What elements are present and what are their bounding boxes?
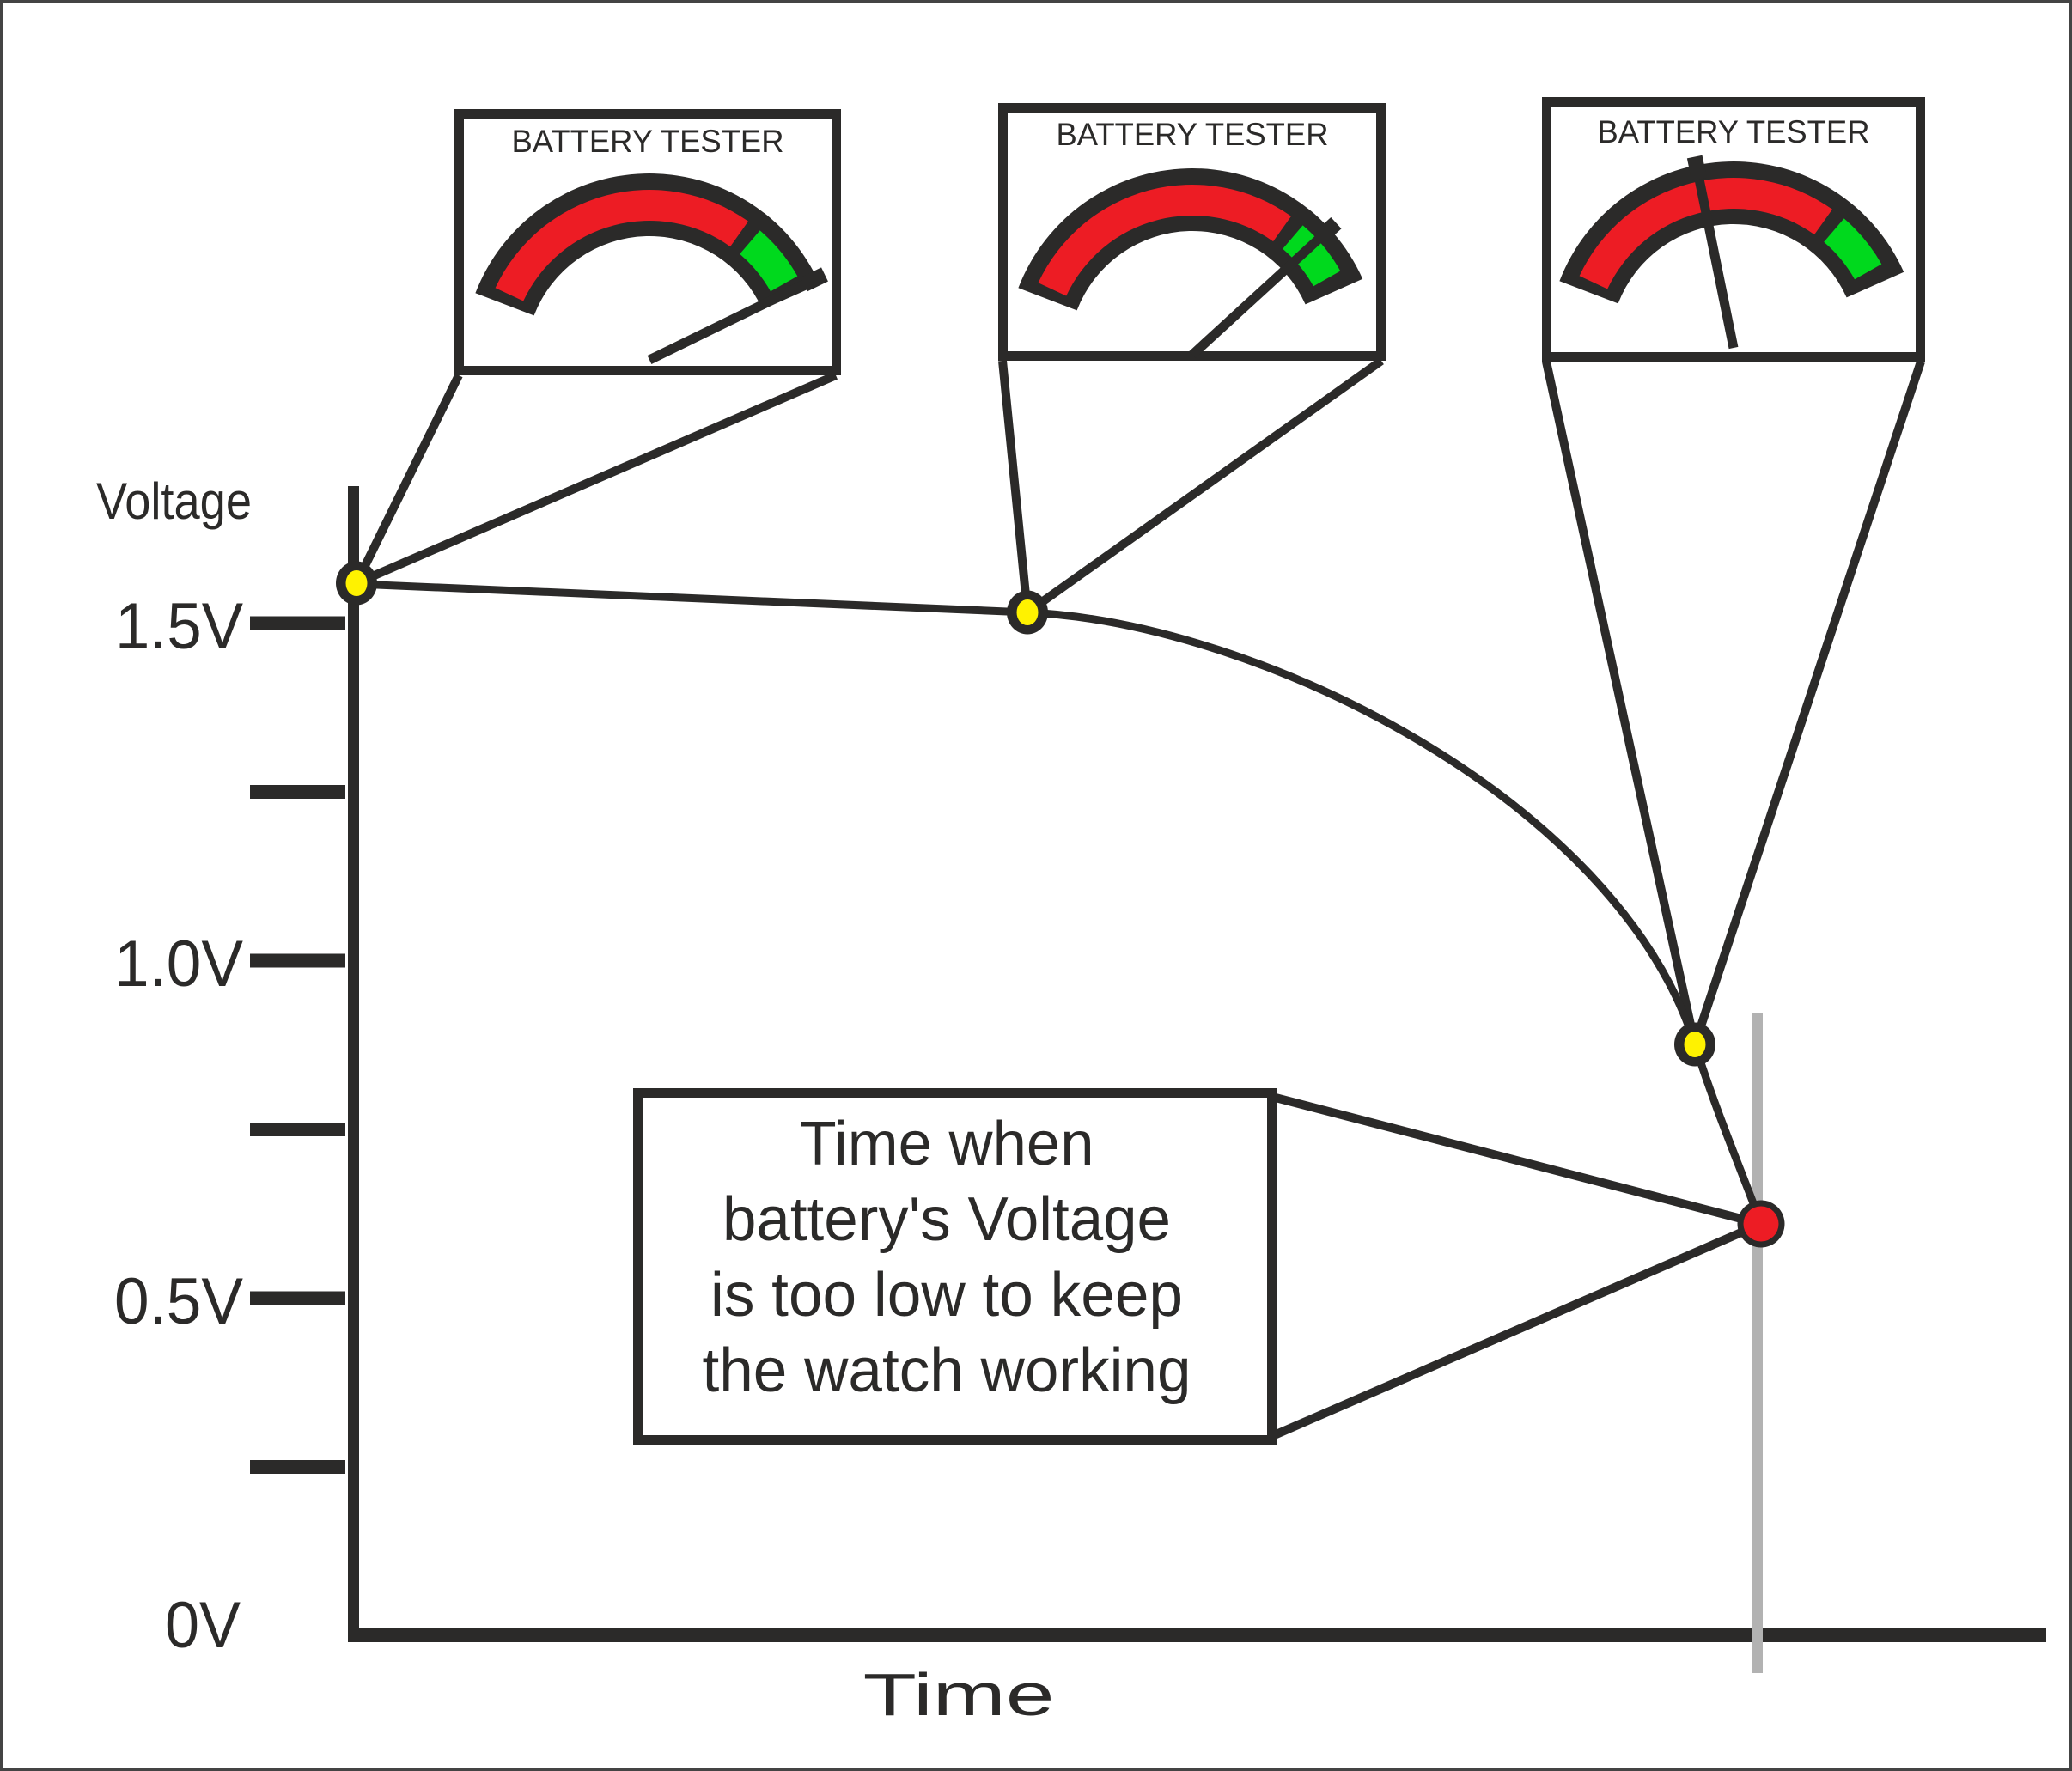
svg-text:BATTERY TESTER: BATTERY TESTER [1598,114,1870,149]
svg-text:is too low to keep: is too low to keep [710,1261,1183,1330]
svg-text:1.0V: 1.0V [114,928,243,1001]
svg-text:BATTERY TESTER: BATTERY TESTER [1057,117,1329,152]
svg-text:Time when: Time when [800,1110,1094,1178]
svg-text:0.5V: 0.5V [114,1265,243,1338]
svg-text:1.5V: 1.5V [115,590,243,663]
svg-text:BATTERY TESTER: BATTERY TESTER [512,124,784,159]
svg-text:Time: Time [863,1661,1055,1728]
svg-text:battery's Voltage: battery's Voltage [722,1185,1171,1254]
svg-text:the watch working: the watch working [703,1336,1191,1405]
svg-text:0V: 0V [165,1589,241,1662]
svg-text:Voltage: Voltage [96,472,252,530]
